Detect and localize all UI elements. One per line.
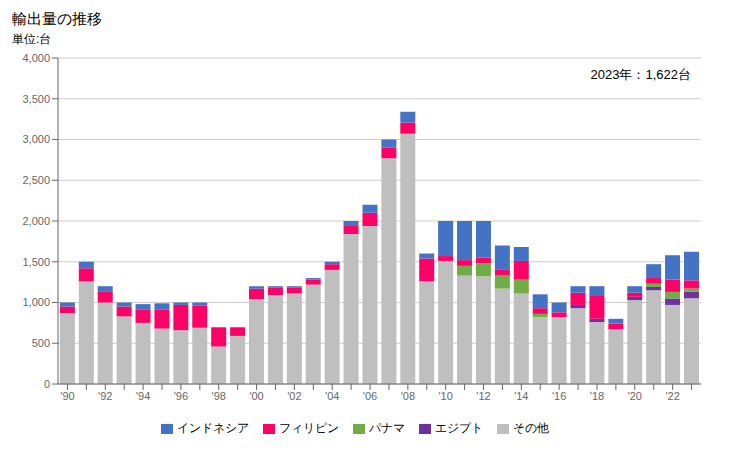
svg-text:'20: '20 [628,390,642,402]
svg-text:'00: '00 [249,390,263,402]
svg-text:2,500: 2,500 [22,174,50,186]
html-text:パナマ: パナマ [368,421,405,435]
svg-text:'96: '96 [174,390,188,402]
html-text:2023年：1,622台: 2023年：1,622台 [590,67,691,82]
svg-text:'98: '98 [212,390,226,402]
html-text:インドネシア: インドネシア [176,421,249,435]
svg-text:4,000: 4,000 [22,52,50,64]
svg-text:500: 500 [32,337,50,349]
svg-text:3,500: 3,500 [22,93,50,105]
html-text:エジプト: エジプト [434,421,483,435]
svg-text:'14: '14 [514,390,528,402]
html-text:輸出量の推移: 輸出量の推移 [12,10,102,27]
svg-text:'92: '92 [98,390,112,402]
svg-text:'90: '90 [60,390,74,402]
svg-text:'18: '18 [590,390,604,402]
svg-text:0: 0 [44,378,50,390]
svg-text:'06: '06 [363,390,377,402]
svg-text:'02: '02 [287,390,301,402]
svg-text:'16: '16 [552,390,566,402]
svg-text:1,000: 1,000 [22,296,50,308]
svg-text:1,500: 1,500 [22,256,50,268]
svg-text:'10: '10 [439,390,453,402]
svg-text:'04: '04 [325,390,339,402]
html-text:単位:台: 単位:台 [12,32,52,46]
svg-text:'12: '12 [476,390,490,402]
svg-text:3,000: 3,000 [22,133,50,145]
html-text:その他: その他 [512,421,549,435]
svg-text:'08: '08 [401,390,415,402]
html-text:フィリピン: フィリピン [278,421,339,435]
svg-text:'22: '22 [665,390,679,402]
svg-text:2,000: 2,000 [22,215,50,227]
svg-text:'94: '94 [136,390,150,402]
